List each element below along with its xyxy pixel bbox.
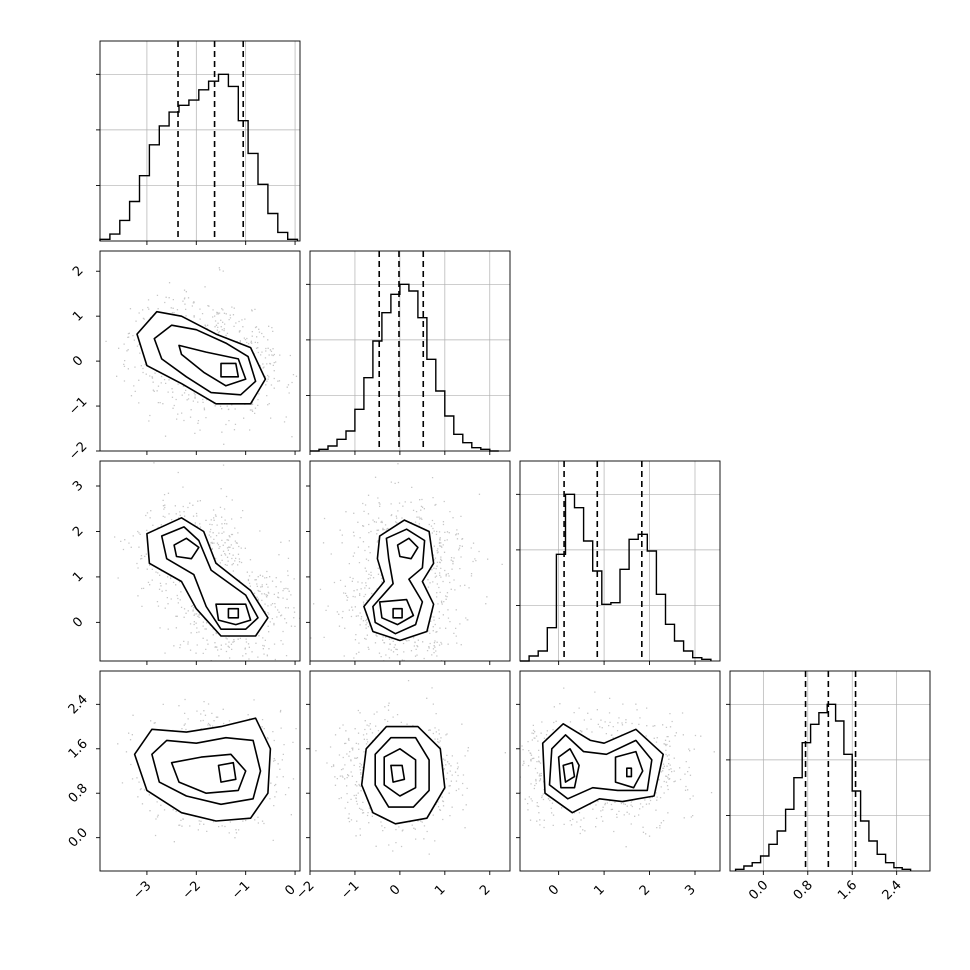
- contour-level-2: [170, 753, 247, 795]
- y-tick-label: 0.0: [66, 825, 91, 850]
- x-tick-label: 3: [682, 882, 698, 898]
- contour-level-1: [372, 528, 426, 635]
- x-tick-label: 1.6: [835, 878, 860, 903]
- x-tick-label: 1: [432, 882, 448, 898]
- contour-level-0: [133, 717, 272, 822]
- contour-level-0: [360, 725, 446, 825]
- histogram-steps: [99, 73, 299, 241]
- histogram-panel-0: [96, 40, 301, 242]
- histogram-panel-3: [726, 670, 931, 872]
- density-panel-1-2: [309, 460, 511, 662]
- panel-frame: [99, 250, 301, 452]
- x-tick-label: 2: [477, 882, 493, 898]
- contour-level-0: [146, 516, 269, 637]
- panel-frame: [519, 460, 721, 662]
- x-tick-label: 2: [637, 882, 653, 898]
- y-tick-label: 1: [70, 569, 86, 585]
- x-tick-label: −1: [338, 878, 362, 902]
- contour-level-5: [625, 767, 633, 778]
- x-tick-label: 0.8: [791, 878, 816, 903]
- x-tick-label: −3: [130, 878, 154, 902]
- x-tick-label: −2: [180, 878, 204, 902]
- y-tick-label: 2: [70, 524, 86, 540]
- contour-level-2: [396, 537, 419, 560]
- density-panel-0-2: [99, 460, 301, 662]
- histogram-panel-2: [516, 460, 721, 662]
- x-tick-label: 0: [387, 882, 403, 898]
- contour-level-2: [173, 537, 200, 560]
- density-panel-0-3: [99, 670, 301, 872]
- contour-level-3: [378, 598, 415, 626]
- histogram-steps: [520, 493, 712, 662]
- y-tick-label: −2: [66, 439, 90, 463]
- y-tick-label: 2.4: [66, 692, 91, 717]
- x-tick-label: 1: [591, 882, 607, 898]
- contour-level-1: [374, 736, 430, 808]
- contour-level-3: [614, 750, 644, 789]
- panel-frame: [309, 250, 511, 452]
- contour-level-3: [215, 603, 252, 626]
- histogram-steps: [310, 283, 499, 452]
- x-tick-label: 0: [546, 882, 562, 898]
- y-tick-label: 0: [70, 353, 86, 369]
- y-tick-label: 0: [70, 614, 86, 630]
- x-tick-label: 0.0: [746, 878, 771, 903]
- panel-frame: [309, 670, 511, 872]
- panel-frame: [309, 460, 511, 662]
- contour-level-2: [178, 344, 247, 387]
- panel-frame: [519, 670, 721, 872]
- y-tick-label: 3: [70, 478, 86, 494]
- contour-level-2: [383, 747, 417, 797]
- histogram-panel-1: [306, 250, 511, 452]
- density-panel-2-3: [519, 670, 721, 872]
- contour-level-0: [541, 722, 665, 814]
- x-tick-label: 2.4: [880, 878, 905, 903]
- contour-level-0: [363, 519, 435, 642]
- contour-level-1: [151, 736, 262, 806]
- histogram-steps: [734, 703, 912, 871]
- y-tick-label: 1.6: [66, 737, 91, 762]
- contour-level-2: [557, 747, 580, 789]
- contour-level-3: [390, 764, 406, 783]
- contour-level-1: [548, 734, 653, 800]
- panel-frame: [729, 670, 931, 872]
- contour-level-1: [153, 324, 257, 396]
- contour-level-3: [217, 761, 237, 783]
- x-tick-label: −1: [229, 878, 253, 902]
- panel-frame: [99, 460, 301, 662]
- density-panel-1-3: [309, 670, 511, 872]
- contour-level-4: [392, 607, 403, 619]
- density-panel-0-1: [99, 250, 301, 452]
- contour-level-4: [562, 761, 576, 783]
- contour-level-3: [220, 362, 240, 378]
- y-tick-label: −1: [66, 394, 90, 418]
- x-tick-label: −2: [293, 878, 317, 902]
- panel-frame: [99, 40, 301, 242]
- contour-level-1: [160, 526, 259, 631]
- contour-level-4: [227, 607, 240, 619]
- y-tick-label: 0.8: [66, 781, 91, 806]
- y-tick-label: 1: [70, 308, 86, 324]
- panel-frame: [99, 670, 301, 872]
- y-tick-label: 2: [70, 263, 86, 279]
- contour-level-0: [136, 310, 267, 405]
